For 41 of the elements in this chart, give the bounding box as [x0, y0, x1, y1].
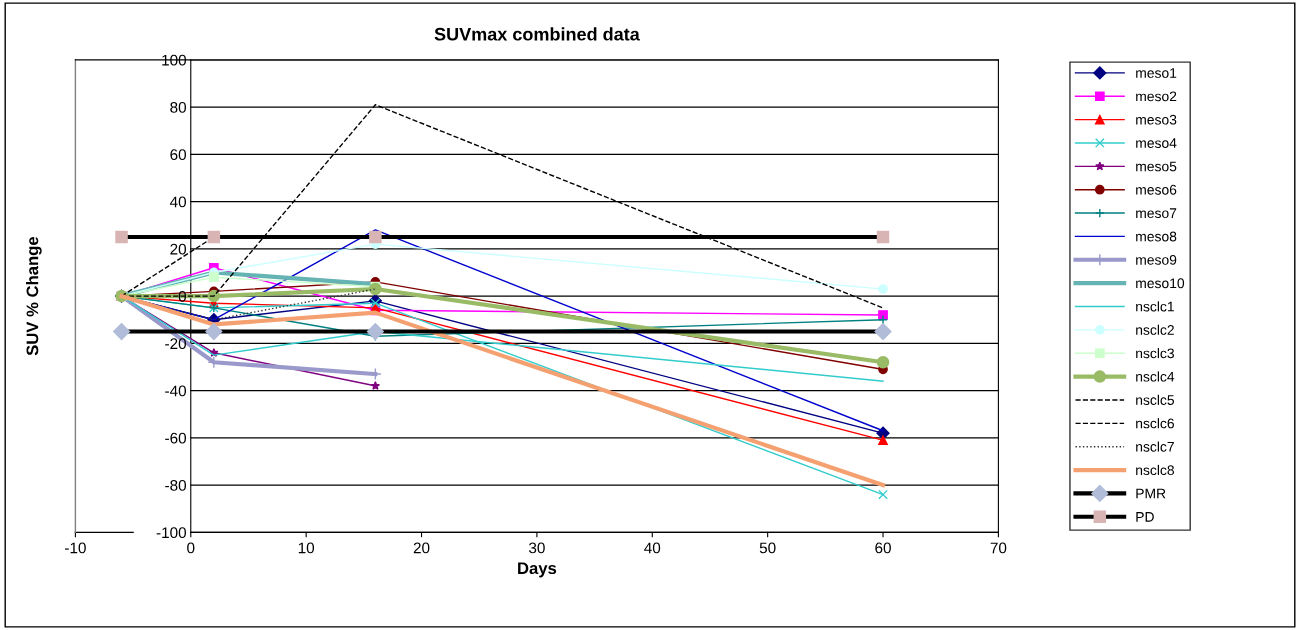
- legend-label: nsclc5: [1136, 394, 1175, 405]
- x-tick-label: 30: [528, 542, 545, 554]
- legend-label: meso6: [1136, 184, 1177, 195]
- legend-label: nsclc4: [1136, 371, 1175, 382]
- y-tick-label: 20: [170, 243, 187, 255]
- x-tick-label: 40: [644, 542, 661, 554]
- legend-label: nsclc2: [1136, 324, 1174, 335]
- y-tick-label: 40: [169, 196, 187, 208]
- legend-label: meso10: [1136, 278, 1185, 289]
- legend-label: nsclc7: [1136, 441, 1174, 452]
- y-tick-label: 80: [170, 101, 187, 113]
- y-tick-label: -80: [165, 479, 187, 491]
- y-tick-label: -100: [156, 527, 187, 539]
- legend-label: meso2: [1136, 91, 1177, 102]
- x-tick-label: 60: [875, 542, 891, 554]
- legend-label: meso5: [1136, 161, 1177, 172]
- legend-label: nsclc1: [1136, 301, 1174, 312]
- x-axis-title: Days: [518, 562, 557, 578]
- y-tick-label: 60: [170, 149, 187, 161]
- legend-label: meso4: [1136, 138, 1177, 148]
- legend-label: meso7: [1136, 208, 1177, 219]
- x-tick-label: 70: [990, 542, 1007, 554]
- y-tick-label: -60: [165, 432, 187, 444]
- legend-label: nsclc6: [1136, 418, 1174, 429]
- legend-label: meso1: [1136, 68, 1177, 78]
- x-tick-label: 50: [759, 542, 776, 554]
- legend-label: nsclc8: [1136, 464, 1174, 476]
- chart-title: SUVmax combined data: [434, 27, 640, 41]
- legend-label: meso8: [1136, 231, 1177, 242]
- x-tick-label: 0: [187, 542, 195, 554]
- y-axis-title: SUV % Change: [26, 236, 42, 356]
- legend-label: PD: [1136, 512, 1154, 522]
- y-tick-label: -20: [165, 338, 187, 350]
- legend-label: nsclc3: [1136, 348, 1174, 359]
- x-tick-label: -10: [65, 542, 86, 554]
- legend-label: PMR: [1136, 488, 1166, 499]
- legend-label: meso3: [1136, 114, 1177, 125]
- y-tick-label: -40: [165, 385, 187, 397]
- x-tick-label: 10: [298, 542, 315, 554]
- x-tick-label: 20: [413, 542, 430, 554]
- legend-label: meso9: [1136, 254, 1177, 265]
